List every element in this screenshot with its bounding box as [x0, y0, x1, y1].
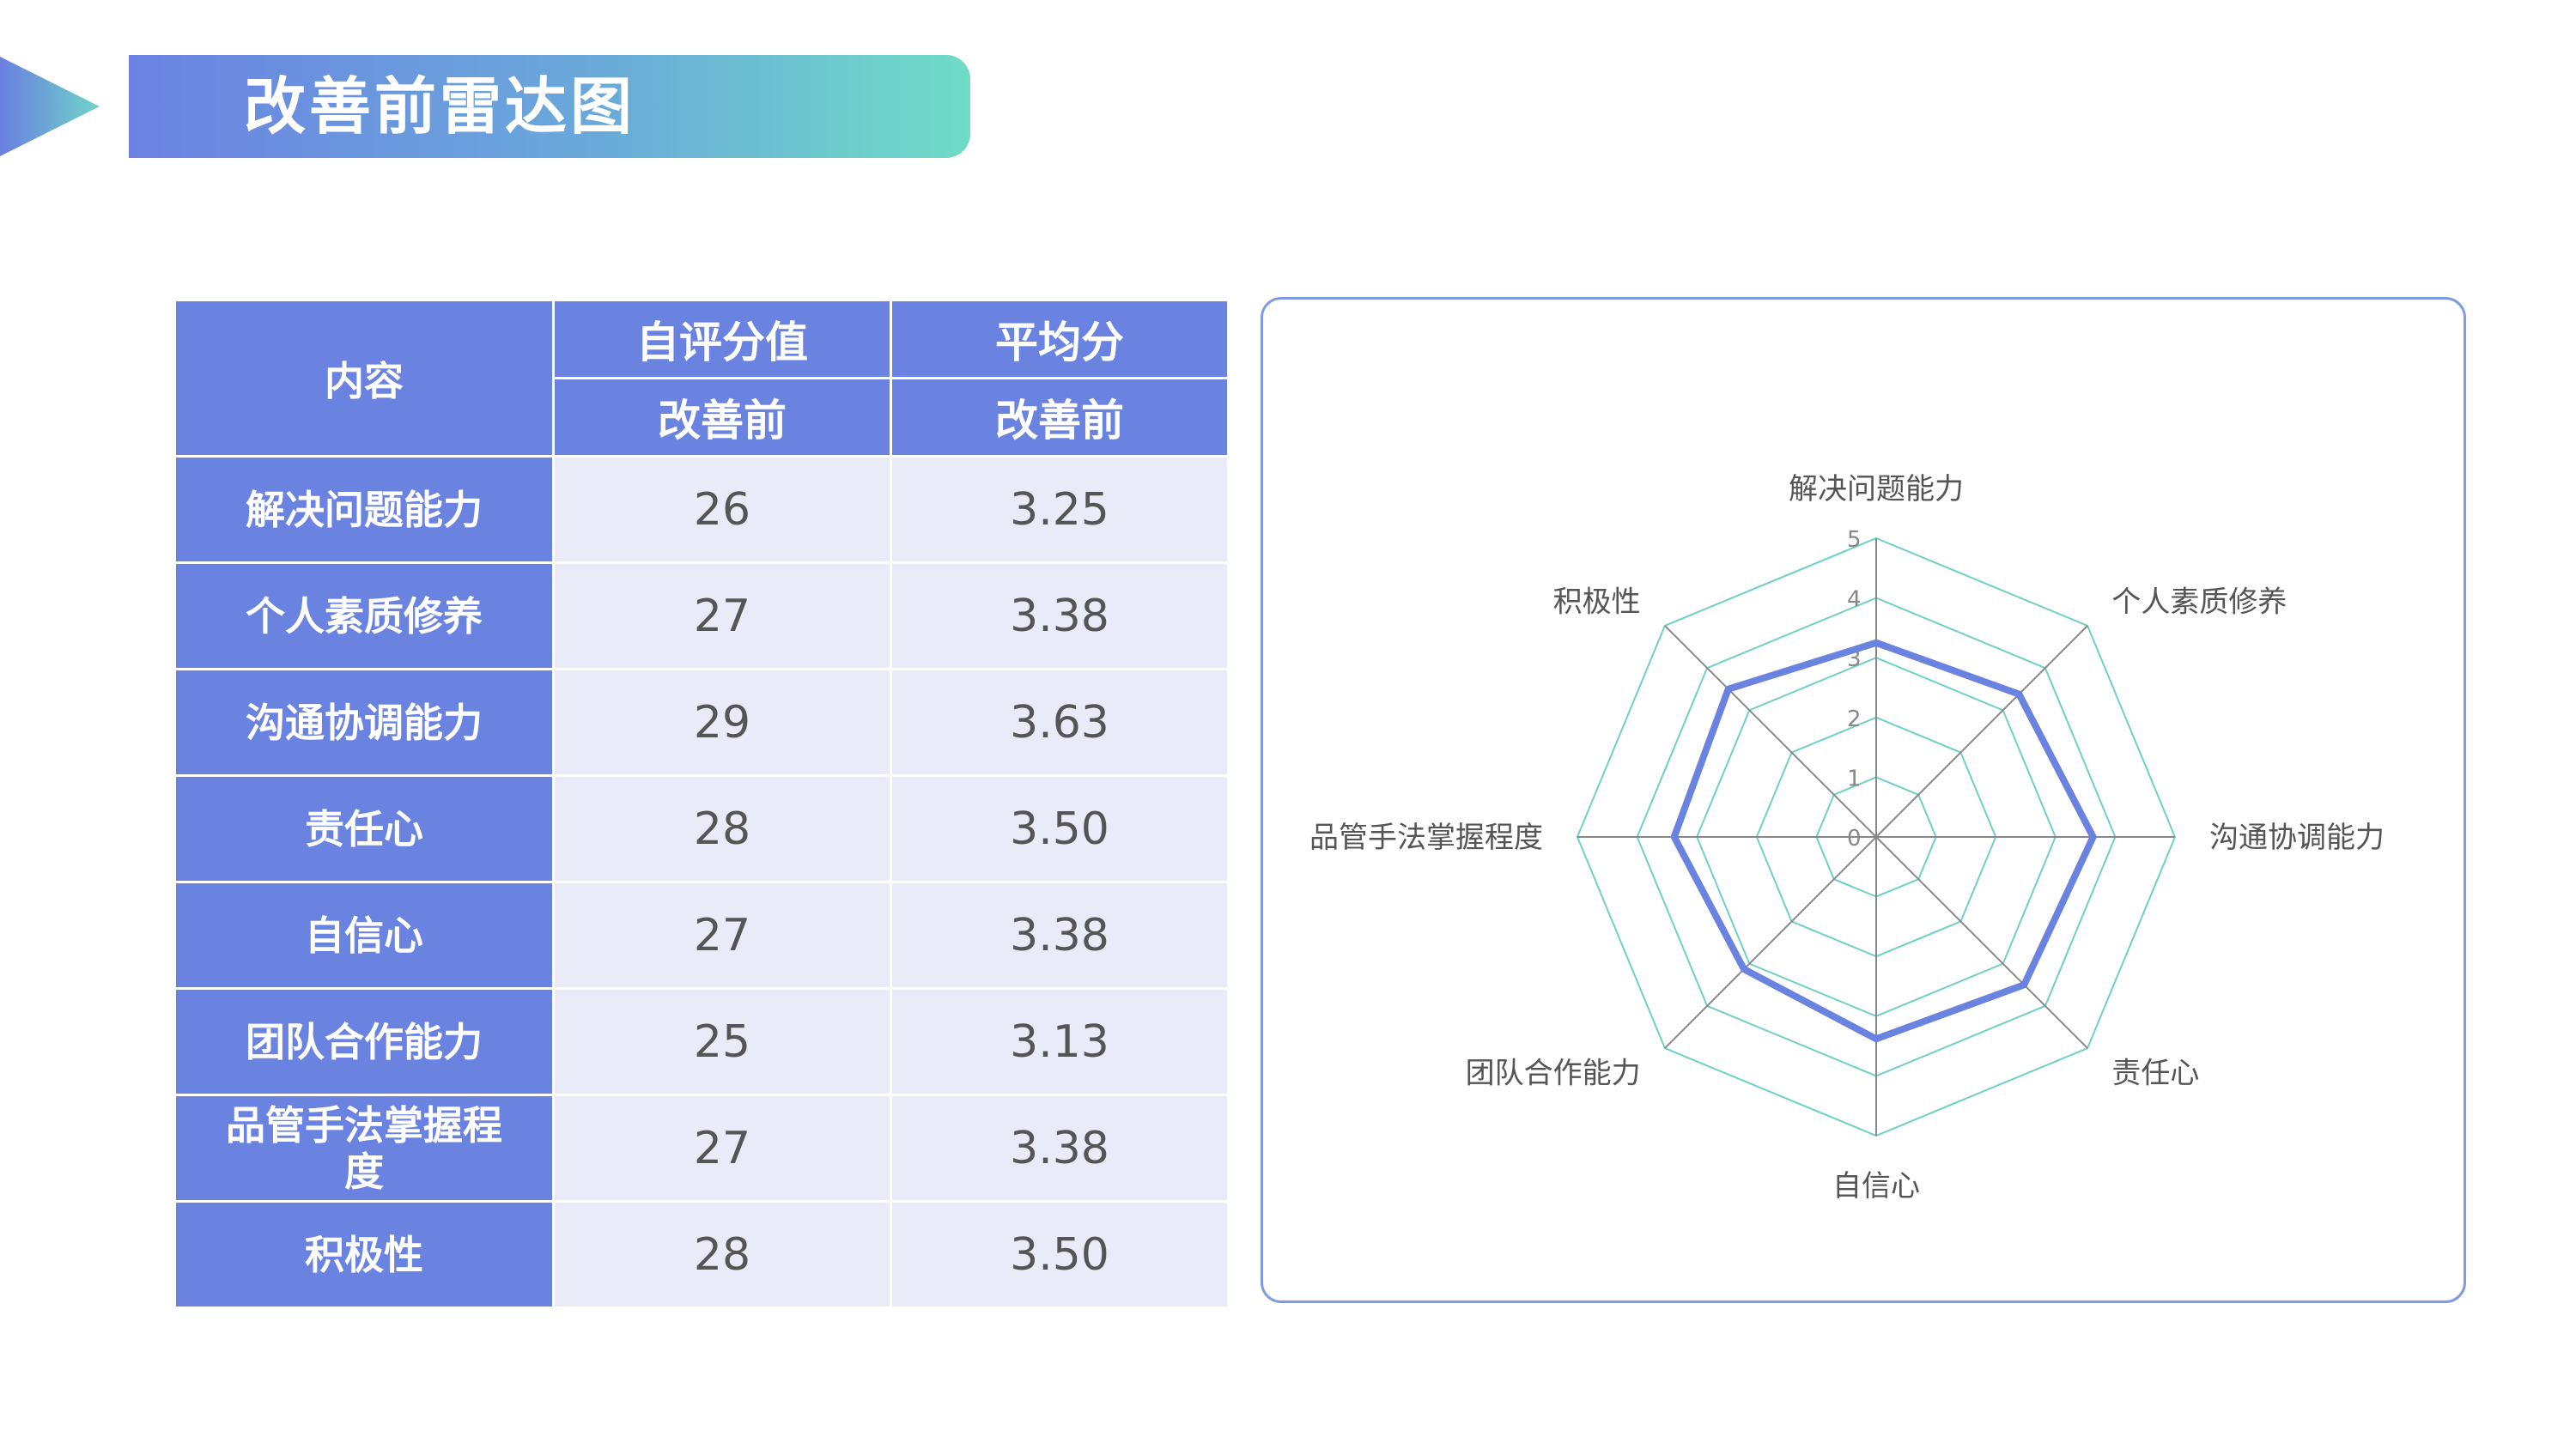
axis-spoke — [1875, 625, 2088, 838]
data-point — [1671, 834, 1677, 840]
group-header-self-score: 自评分值 — [555, 301, 890, 377]
score-table: 内容 自评分值 平均分 改善前 改善前 解决问题能力 26 3.25 个人素质修… — [173, 299, 1230, 1309]
row-score: 28 — [555, 777, 890, 881]
row-average: 3.63 — [892, 670, 1227, 774]
row-average: 3.38 — [892, 883, 1227, 987]
data-point — [2021, 982, 2027, 988]
page-title: 改善前雷达图 — [244, 70, 636, 142]
row-average: 3.50 — [892, 1203, 1227, 1307]
row-label: 品管手法掌握程度 — [176, 1096, 552, 1200]
table-corner-label: 内容 — [176, 301, 552, 455]
category-label: 品管手法掌握程度 — [1309, 821, 1543, 855]
data-point — [2090, 834, 2096, 840]
tick-label: 1 — [1847, 766, 1862, 791]
category-label: 责任心 — [2111, 1056, 2199, 1090]
group-header-average: 平均分 — [892, 301, 1227, 377]
tick-label: 4 — [1847, 587, 1862, 613]
category-label: 积极性 — [1553, 585, 1641, 620]
axis-spoke — [1664, 625, 1877, 838]
table-row: 责任心 28 3.50 — [176, 777, 1227, 881]
axis-spoke — [1875, 836, 2088, 1049]
row-label: 解决问题能力 — [176, 458, 552, 561]
data-point — [2016, 691, 2022, 697]
table-row: 解决问题能力 26 3.25 — [176, 458, 1227, 561]
category-label: 沟通协调能力 — [2209, 821, 2385, 855]
row-average: 3.38 — [892, 1096, 1227, 1200]
row-average: 3.38 — [892, 564, 1227, 668]
tick-label: 5 — [1847, 527, 1862, 553]
row-score: 27 — [555, 1096, 890, 1200]
row-label: 团队合作能力 — [176, 990, 552, 1094]
category-label: 团队合作能力 — [1466, 1056, 1641, 1090]
data-point — [1741, 967, 1747, 973]
row-score: 28 — [555, 1203, 890, 1307]
category-label: 自信心 — [1832, 1169, 1920, 1203]
row-label: 积极性 — [176, 1203, 552, 1307]
row-label: 责任心 — [176, 777, 552, 881]
table-row: 自信心 27 3.38 — [176, 883, 1227, 987]
row-score: 29 — [555, 670, 890, 774]
row-label: 个人素质修养 — [176, 564, 552, 668]
axis-spoke — [1664, 836, 1877, 1049]
row-label: 自信心 — [176, 883, 552, 987]
row-score: 27 — [555, 564, 890, 668]
category-label: 个人素质修养 — [2111, 585, 2287, 620]
row-average: 3.50 — [892, 777, 1227, 881]
sub-header-before-1: 改善前 — [555, 379, 890, 455]
row-label: 沟通协调能力 — [176, 670, 552, 774]
row-score: 26 — [555, 458, 890, 561]
table-row: 积极性 28 3.50 — [176, 1203, 1227, 1307]
table-row: 团队合作能力 25 3.13 — [176, 990, 1227, 1094]
table-row: 沟通协调能力 29 3.63 — [176, 670, 1227, 774]
title-bar: 改善前雷达图 — [129, 55, 970, 158]
category-label: 解决问题能力 — [1789, 472, 1964, 506]
tick-label: 0 — [1847, 826, 1862, 852]
radar-chart-panel — [1261, 297, 2466, 1303]
row-score: 27 — [555, 883, 890, 987]
row-average: 3.13 — [892, 990, 1227, 1094]
tick-label: 2 — [1847, 706, 1862, 732]
table-row: 品管手法掌握程度 27 3.38 — [176, 1096, 1227, 1200]
row-average: 3.25 — [892, 458, 1227, 561]
data-point — [1874, 640, 1879, 646]
data-point — [1874, 1036, 1879, 1042]
series-line — [1670, 639, 2097, 1043]
sub-header-before-2: 改善前 — [892, 379, 1227, 455]
table-row: 个人素质修养 27 3.38 — [176, 564, 1227, 668]
data-point — [1725, 686, 1731, 692]
row-score: 25 — [555, 990, 890, 1094]
